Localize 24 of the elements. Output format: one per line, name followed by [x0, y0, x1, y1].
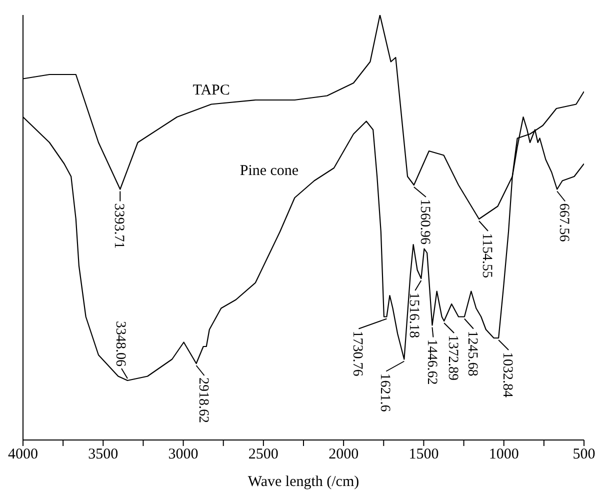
- x-axis-title: Wave length (/cm): [248, 474, 360, 490]
- x-tick-label: 500: [572, 446, 596, 463]
- annotation: 1446.62: [424, 339, 440, 385]
- x-tick-label: 4000: [8, 446, 38, 463]
- x-tick-label: 2000: [328, 446, 359, 463]
- annotation: 1154.55: [479, 233, 494, 278]
- annotation: 2918.62: [195, 378, 210, 423]
- x-tick-label: 1000: [488, 446, 519, 463]
- annotation: 1032.84: [500, 352, 515, 398]
- x-tick-label: 1500: [408, 446, 439, 463]
- annotation: 667.56: [556, 203, 572, 242]
- annotation: 3393.71: [111, 203, 126, 249]
- annotation: 1730.76: [350, 330, 365, 376]
- annotation: 1372.89: [445, 335, 460, 380]
- annotation: 1621.6: [377, 373, 392, 412]
- series-label: Pine cone: [240, 162, 299, 179]
- annotation: 3348.06: [112, 321, 128, 366]
- annotation: 1560.96: [416, 199, 432, 244]
- series-label: TAPC: [192, 82, 230, 98]
- annotation: 1245.68: [464, 330, 480, 376]
- x-tick-label: 3500: [88, 446, 118, 463]
- x-tick-label: 2500: [248, 446, 278, 463]
- x-tick-label: 3000: [168, 446, 198, 463]
- annotation: 1516.18: [406, 292, 422, 338]
